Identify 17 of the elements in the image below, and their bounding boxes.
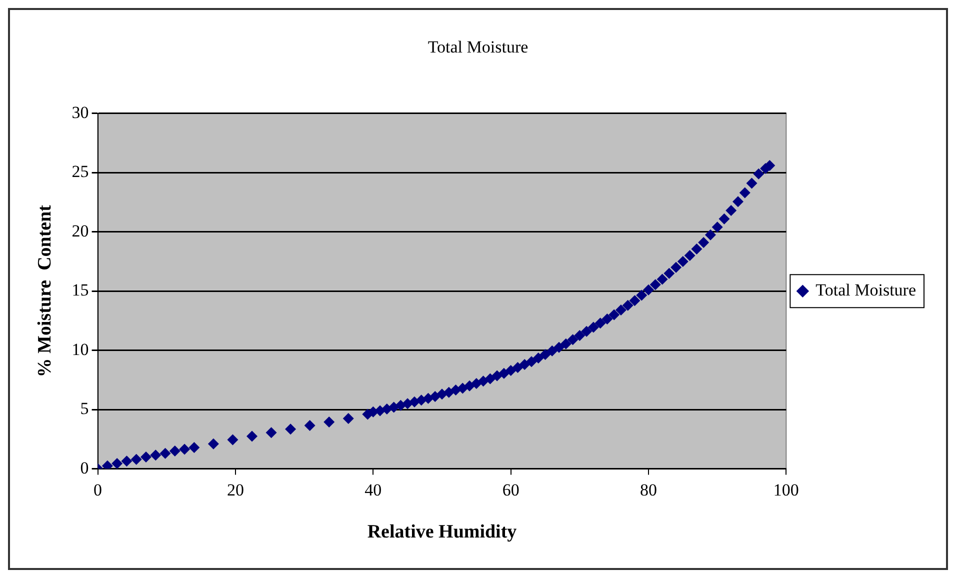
y-tick-label: 30 xyxy=(72,102,89,122)
x-tick-label: 20 xyxy=(226,480,244,500)
y-axis-title: % Moisture Content xyxy=(34,204,56,378)
y-tick-label: 10 xyxy=(72,340,89,359)
y-tick-label: 5 xyxy=(80,399,89,418)
x-tick-label: 60 xyxy=(502,480,520,500)
y-tick-label: 0 xyxy=(80,458,89,478)
x-tick-label: 80 xyxy=(640,480,657,500)
y-tick-label: 15 xyxy=(72,280,89,300)
x-tick-label: 40 xyxy=(364,480,382,500)
x-tick-label: 100 xyxy=(773,480,799,500)
x-axis-title: Relative Humidity xyxy=(367,522,518,543)
legend-label: Total Moisture xyxy=(816,280,916,300)
y-tick-label: 20 xyxy=(72,221,89,240)
chart-title: Total Moisture xyxy=(428,38,528,57)
x-tick-label: 0 xyxy=(94,480,102,500)
y-tick-label: 25 xyxy=(72,162,89,182)
